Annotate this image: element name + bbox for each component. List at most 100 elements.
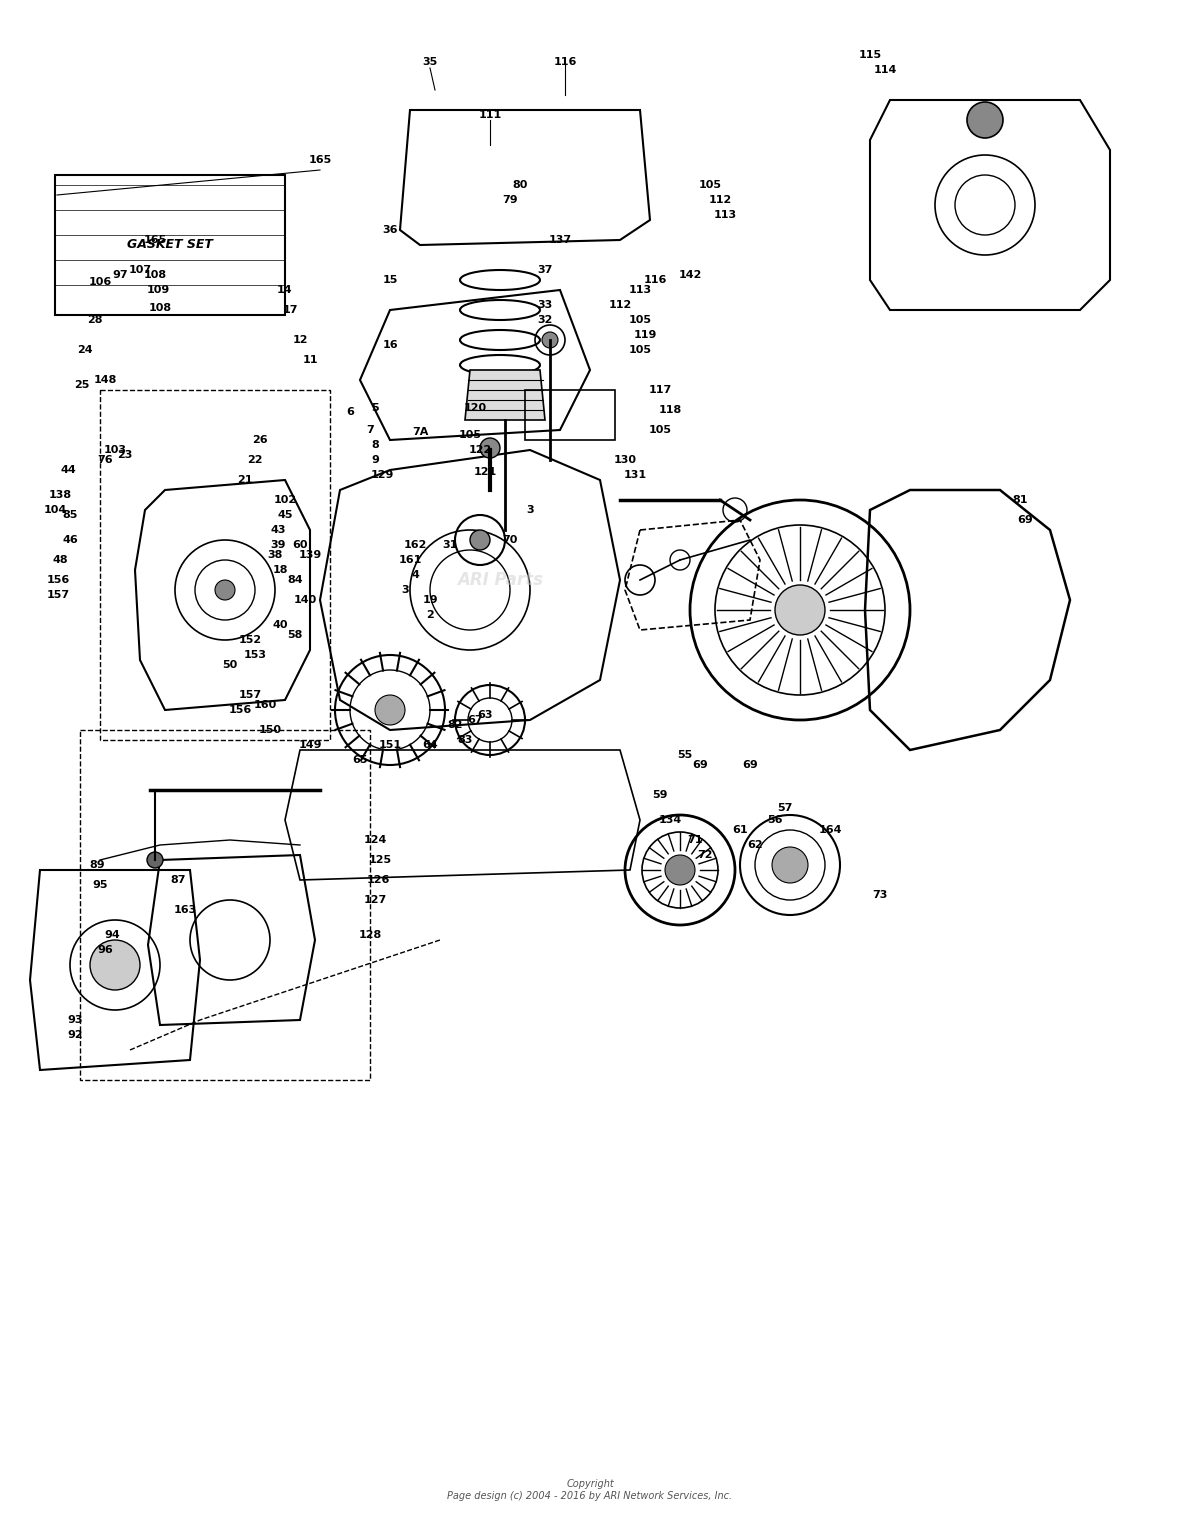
- Text: 60: 60: [293, 540, 308, 550]
- Text: 125: 125: [368, 855, 392, 865]
- Text: 36: 36: [382, 225, 398, 235]
- Text: 92: 92: [67, 1031, 83, 1040]
- Text: 67: 67: [467, 716, 483, 725]
- Circle shape: [470, 531, 490, 550]
- Text: 85: 85: [63, 511, 78, 520]
- Text: 8: 8: [372, 440, 379, 450]
- Text: 111: 111: [478, 110, 502, 119]
- Text: 104: 104: [44, 505, 66, 515]
- Text: 156: 156: [229, 705, 251, 716]
- Text: 95: 95: [92, 881, 107, 890]
- Text: 102: 102: [274, 495, 296, 505]
- Circle shape: [480, 437, 500, 459]
- Text: 113: 113: [629, 284, 651, 295]
- Text: 37: 37: [537, 265, 552, 275]
- Text: 151: 151: [379, 740, 401, 751]
- Text: 72: 72: [697, 850, 713, 859]
- Text: 31: 31: [442, 540, 458, 550]
- Text: 84: 84: [287, 575, 303, 586]
- Bar: [55, 174, 286, 315]
- Text: 87: 87: [170, 875, 185, 885]
- Text: 71: 71: [687, 835, 703, 846]
- Text: 165: 165: [144, 235, 166, 245]
- Text: 107: 107: [129, 265, 151, 275]
- Circle shape: [90, 940, 140, 989]
- Text: 15: 15: [382, 275, 398, 284]
- Text: 150: 150: [258, 725, 282, 735]
- Text: 106: 106: [88, 277, 112, 287]
- Circle shape: [772, 847, 808, 884]
- Bar: [80, 729, 371, 1079]
- Text: 61: 61: [732, 826, 748, 835]
- Text: 121: 121: [473, 466, 497, 477]
- Text: 3: 3: [401, 586, 408, 595]
- Text: 120: 120: [464, 404, 486, 413]
- Text: 59: 59: [653, 790, 668, 800]
- Text: 55: 55: [677, 751, 693, 760]
- Text: 44: 44: [60, 465, 76, 476]
- Text: 28: 28: [87, 315, 103, 326]
- Text: 129: 129: [371, 469, 394, 480]
- Text: 105: 105: [629, 346, 651, 355]
- Text: 112: 112: [708, 196, 732, 205]
- Bar: [100, 390, 330, 740]
- Text: 108: 108: [149, 303, 171, 313]
- Text: 94: 94: [104, 930, 120, 940]
- Text: 82: 82: [447, 720, 463, 729]
- Circle shape: [666, 855, 695, 885]
- Text: 142: 142: [678, 271, 702, 280]
- Text: 79: 79: [503, 196, 518, 205]
- Text: 23: 23: [117, 450, 132, 460]
- Text: 2: 2: [426, 610, 434, 619]
- Text: 128: 128: [359, 930, 381, 940]
- Text: 69: 69: [1017, 515, 1032, 524]
- Text: 58: 58: [287, 630, 303, 641]
- Text: 73: 73: [872, 890, 887, 901]
- Polygon shape: [360, 291, 590, 440]
- Text: GASKET SET: GASKET SET: [127, 239, 212, 251]
- Text: 127: 127: [363, 894, 387, 905]
- Text: 157: 157: [46, 590, 70, 599]
- Text: 148: 148: [93, 375, 117, 385]
- Text: 137: 137: [549, 235, 571, 245]
- Text: 83: 83: [458, 735, 473, 745]
- Text: 76: 76: [97, 456, 113, 465]
- Circle shape: [148, 852, 163, 868]
- Text: 105: 105: [629, 315, 651, 326]
- Text: 19: 19: [422, 595, 438, 605]
- Text: 38: 38: [268, 550, 283, 560]
- Text: 14: 14: [277, 284, 293, 295]
- Text: 70: 70: [503, 535, 518, 544]
- Text: 109: 109: [146, 284, 170, 295]
- Text: 164: 164: [818, 826, 841, 835]
- Text: 24: 24: [77, 346, 93, 355]
- Text: 45: 45: [277, 511, 293, 520]
- Text: 113: 113: [714, 209, 736, 220]
- Text: 126: 126: [366, 875, 389, 885]
- Text: 105: 105: [649, 425, 671, 434]
- Text: 7A: 7A: [412, 427, 428, 437]
- Text: 138: 138: [48, 489, 72, 500]
- Text: 48: 48: [52, 555, 67, 566]
- Text: 81: 81: [1012, 495, 1028, 505]
- Text: 11: 11: [302, 355, 317, 365]
- Circle shape: [542, 332, 558, 349]
- Text: 112: 112: [609, 300, 631, 310]
- Text: 156: 156: [46, 575, 70, 586]
- Text: 25: 25: [74, 381, 90, 390]
- Bar: [525, 390, 615, 440]
- Text: 103: 103: [104, 445, 126, 456]
- Text: 162: 162: [404, 540, 427, 550]
- Text: 33: 33: [537, 300, 552, 310]
- Text: 134: 134: [658, 815, 682, 826]
- Text: 89: 89: [90, 859, 105, 870]
- Text: 3: 3: [526, 505, 533, 515]
- Text: 131: 131: [623, 469, 647, 480]
- Text: 56: 56: [767, 815, 782, 826]
- Text: 157: 157: [238, 690, 262, 700]
- Text: 50: 50: [222, 661, 237, 670]
- Polygon shape: [135, 480, 310, 709]
- Text: 4: 4: [411, 570, 419, 579]
- Text: 122: 122: [468, 445, 492, 456]
- Text: 115: 115: [858, 50, 881, 60]
